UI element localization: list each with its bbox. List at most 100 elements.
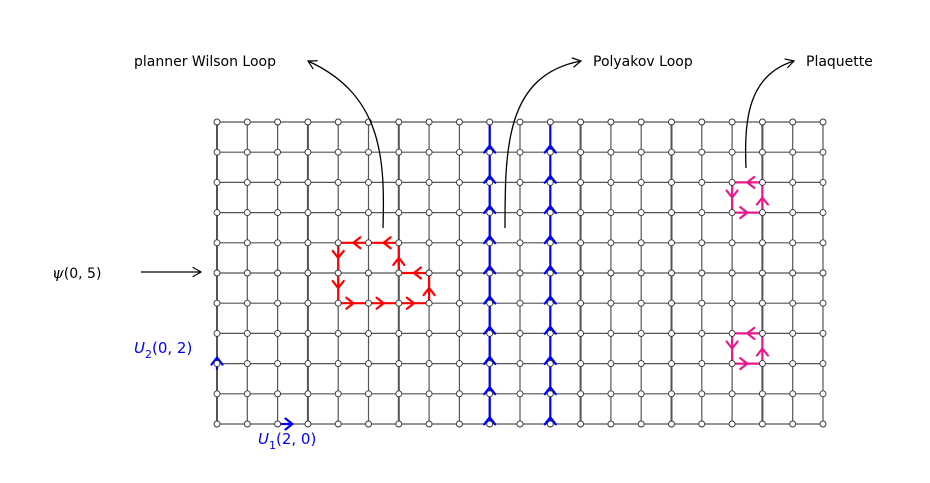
lattice-node-icon <box>546 209 554 217</box>
lattice-node-icon <box>213 209 221 217</box>
lattice-node-icon <box>274 209 282 217</box>
plaquette-arrow-icon <box>755 347 769 357</box>
lattice-node-icon <box>607 239 615 247</box>
lattice-node-icon <box>243 360 251 368</box>
lattice-node-icon <box>577 148 585 156</box>
lattice-node-icon <box>546 329 554 337</box>
lattice-node-icon <box>213 178 221 186</box>
lattice-node-icon <box>243 299 251 307</box>
lattice-node-icon <box>486 209 494 217</box>
lattice-node-icon <box>274 360 282 368</box>
lattice-node-icon <box>334 178 342 186</box>
lattice-node-icon <box>546 269 554 277</box>
lattice-node-icon <box>213 299 221 307</box>
u2-subscript: 2 <box>145 348 152 361</box>
lattice-node-icon <box>365 209 372 217</box>
lattice-node-icon <box>425 420 433 428</box>
u2-symbol: U <box>134 339 145 357</box>
lattice-node-icon <box>607 360 615 368</box>
polyakov-arrow-icon <box>543 144 557 154</box>
lattice-node-icon <box>758 360 766 368</box>
lattice-node-icon <box>758 178 766 186</box>
lattice-node-icon <box>728 420 736 428</box>
lattice-node-icon <box>789 269 797 277</box>
polyakov-arrow-icon <box>543 416 557 426</box>
lattice-node-icon <box>698 390 706 398</box>
lattice-node-icon <box>698 329 706 337</box>
lattice-node-icon <box>819 178 827 186</box>
polyakov-arrow-icon <box>543 174 557 184</box>
lattice-node-icon <box>546 118 554 126</box>
lattice-node-icon <box>789 420 797 428</box>
polyakov-arrow-icon <box>483 174 497 184</box>
lattice-node-icon <box>274 329 282 337</box>
lattice-node-icon <box>546 239 554 247</box>
lattice-node-icon <box>789 299 797 307</box>
lattice-node-icon <box>577 360 585 368</box>
lattice-node-icon <box>637 239 645 247</box>
u2-args: (0, 2) <box>152 339 192 357</box>
lattice-node-icon <box>455 239 463 247</box>
polyakov-arrow-icon <box>543 235 557 245</box>
lattice-node-icon <box>304 118 312 126</box>
lattice-node-icon <box>213 420 221 428</box>
lattice-node-icon <box>365 329 372 337</box>
lattice-node-icon <box>819 299 827 307</box>
lattice-node-icon <box>455 360 463 368</box>
lattice-node-icon <box>243 148 251 156</box>
lattice-node-icon <box>577 390 585 398</box>
lattice-node-icon <box>334 148 342 156</box>
lattice-node-icon <box>274 118 282 126</box>
lattice-node-icon <box>637 329 645 337</box>
lattice-node-icon <box>637 178 645 186</box>
lattice-node-icon <box>486 420 494 428</box>
lattice-node-icon <box>728 178 736 186</box>
lattice-node-icon <box>486 360 494 368</box>
lattice-node-icon <box>304 269 312 277</box>
lattice-node-icon <box>425 269 433 277</box>
polyakov-arrow-icon <box>543 295 557 305</box>
lattice-node-icon <box>819 329 827 337</box>
lattice-node-icon <box>274 178 282 186</box>
lattice-node-icon <box>455 209 463 217</box>
lattice-node-icon <box>243 420 251 428</box>
lattice-node-icon <box>637 269 645 277</box>
lattice-node-icon <box>395 390 403 398</box>
lattice-node-icon <box>243 239 251 247</box>
lattice-node-icon <box>668 148 675 156</box>
lattice-node-icon <box>274 269 282 277</box>
lattice-node-icon <box>819 118 827 126</box>
lattice-node-icon <box>607 118 615 126</box>
lattice-node-icon <box>274 299 282 307</box>
lattice-node-icon <box>668 209 675 217</box>
lattice-node-icon <box>365 178 372 186</box>
plaquette-arrow-icon <box>725 340 739 350</box>
lattice-node-icon <box>698 148 706 156</box>
lattice-node-icon <box>395 329 403 337</box>
wilson-arrow-icon <box>352 236 362 250</box>
lattice-node-icon <box>425 209 433 217</box>
lattice-node-icon <box>334 390 342 398</box>
lattice-node-icon <box>395 178 403 186</box>
lattice-node-icon <box>698 269 706 277</box>
lattice-node-icon <box>213 329 221 337</box>
lattice-node-icon <box>365 269 372 277</box>
lattice-node-icon <box>728 148 736 156</box>
lattice-node-icon <box>728 329 736 337</box>
plaquette-arrow-icon <box>746 326 756 340</box>
lattice-node-icon <box>668 239 675 247</box>
lattice-node-icon <box>728 209 736 217</box>
lattice-node-icon <box>668 390 675 398</box>
lattice-node-icon <box>395 148 403 156</box>
plaquette-pointer <box>744 60 795 169</box>
lattice-node-icon <box>304 329 312 337</box>
lattice-node-icon <box>819 209 827 217</box>
plaquette-arrow-icon <box>755 196 769 206</box>
lattice-node-icon <box>213 360 221 368</box>
lattice-node-icon <box>668 269 675 277</box>
lattice-node-icon <box>668 329 675 337</box>
lattice-node-icon <box>486 269 494 277</box>
polyakov-arrow-icon <box>483 355 497 366</box>
u1-symbol: U <box>258 430 269 448</box>
lattice-node-icon <box>213 148 221 156</box>
